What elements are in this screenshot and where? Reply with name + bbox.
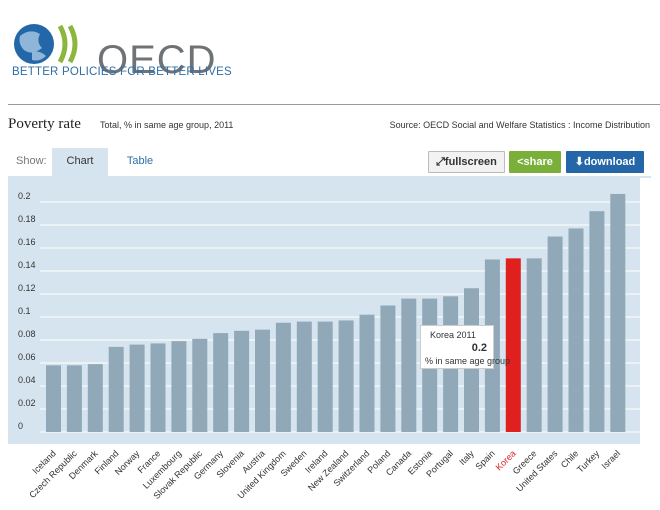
bar-united-states <box>547 236 563 432</box>
y-tick-label: 0.16 <box>18 237 36 247</box>
tab-chart[interactable]: Chart <box>52 148 108 176</box>
source-link[interactable]: Source: OECD Social and Welfare Statisti… <box>389 120 650 130</box>
x-tick-label: Turkey <box>575 448 602 475</box>
bar-ireland <box>317 321 333 432</box>
bar-greece <box>526 258 542 432</box>
tooltip: Korea 2011 0.2 % in same age group <box>420 325 510 369</box>
bar-czech-republic <box>66 365 82 432</box>
y-tick-label: 0.12 <box>18 283 36 293</box>
oecd-logo-word: OECD <box>97 38 217 82</box>
y-tick-label: 0.06 <box>18 352 36 362</box>
bar-finland <box>108 346 124 432</box>
bar-korea <box>505 258 521 432</box>
bar-denmark <box>87 364 103 432</box>
bar-turkey <box>589 211 605 432</box>
tooltip-unit: % in same age group <box>425 356 511 366</box>
share-icon: < <box>517 156 524 168</box>
fullscreen-button[interactable]: ⤢fullscreen <box>428 151 505 173</box>
y-tick-label: 0.1 <box>18 306 31 316</box>
x-tick-label: Israel <box>600 448 623 471</box>
y-tick-label: 0 <box>18 421 23 431</box>
download-icon: ⬇ <box>574 156 584 168</box>
bar-austria <box>255 329 270 432</box>
tooltip-series: Korea 2011 <box>430 330 476 340</box>
bar-sweden <box>296 321 312 432</box>
header-divider <box>8 104 660 105</box>
chart-subtitle: Total, % in same age group, 2011 <box>100 120 234 130</box>
bar-poland <box>380 305 396 432</box>
bar-united-kingdom <box>275 322 291 432</box>
logo-tagline: BETTER POLICIES FOR BETTER LIVES <box>12 66 232 78</box>
bar-chile <box>568 228 584 432</box>
y-tick-label: 0.18 <box>18 214 36 224</box>
y-tick-label: 0.02 <box>18 398 36 408</box>
oecd-logo[interactable]: OECD <box>12 18 216 88</box>
view-toolbar: Show: Chart Table ⤢fullscreen <share ⬇do… <box>8 146 651 178</box>
tab-table[interactable]: Table <box>126 155 154 167</box>
bar-slovenia <box>234 330 250 432</box>
y-tick-label: 0.08 <box>18 329 36 339</box>
download-button[interactable]: ⬇download <box>566 151 644 173</box>
x-tick-label: Spain <box>473 448 496 471</box>
tooltip-value: 0.2 <box>471 342 487 354</box>
share-button[interactable]: <share <box>509 151 561 173</box>
bar-canada <box>401 298 417 432</box>
download-label: download <box>583 156 636 168</box>
bar-slovak-republic <box>192 338 208 432</box>
bar-luxembourg <box>171 341 187 432</box>
y-tick-label: 0.14 <box>18 260 36 270</box>
bar-new-zealand <box>338 320 354 432</box>
chart-title: Poverty rate <box>8 116 81 132</box>
y-tick-label: 0.2 <box>18 191 31 201</box>
share-label: share <box>523 156 553 168</box>
bar-switzerland <box>359 314 375 432</box>
bar-israel <box>610 193 626 432</box>
bar-norway <box>129 344 145 432</box>
y-tick-label: 0.04 <box>18 375 36 385</box>
bar-iceland <box>46 365 61 432</box>
bar-france <box>150 343 166 432</box>
bar-germany <box>213 333 229 432</box>
fullscreen-icon: ⤢ <box>436 156 445 168</box>
fullscreen-label: fullscreen <box>444 156 497 168</box>
show-label: Show: <box>16 155 47 167</box>
oecd-globe-icon <box>14 24 78 64</box>
